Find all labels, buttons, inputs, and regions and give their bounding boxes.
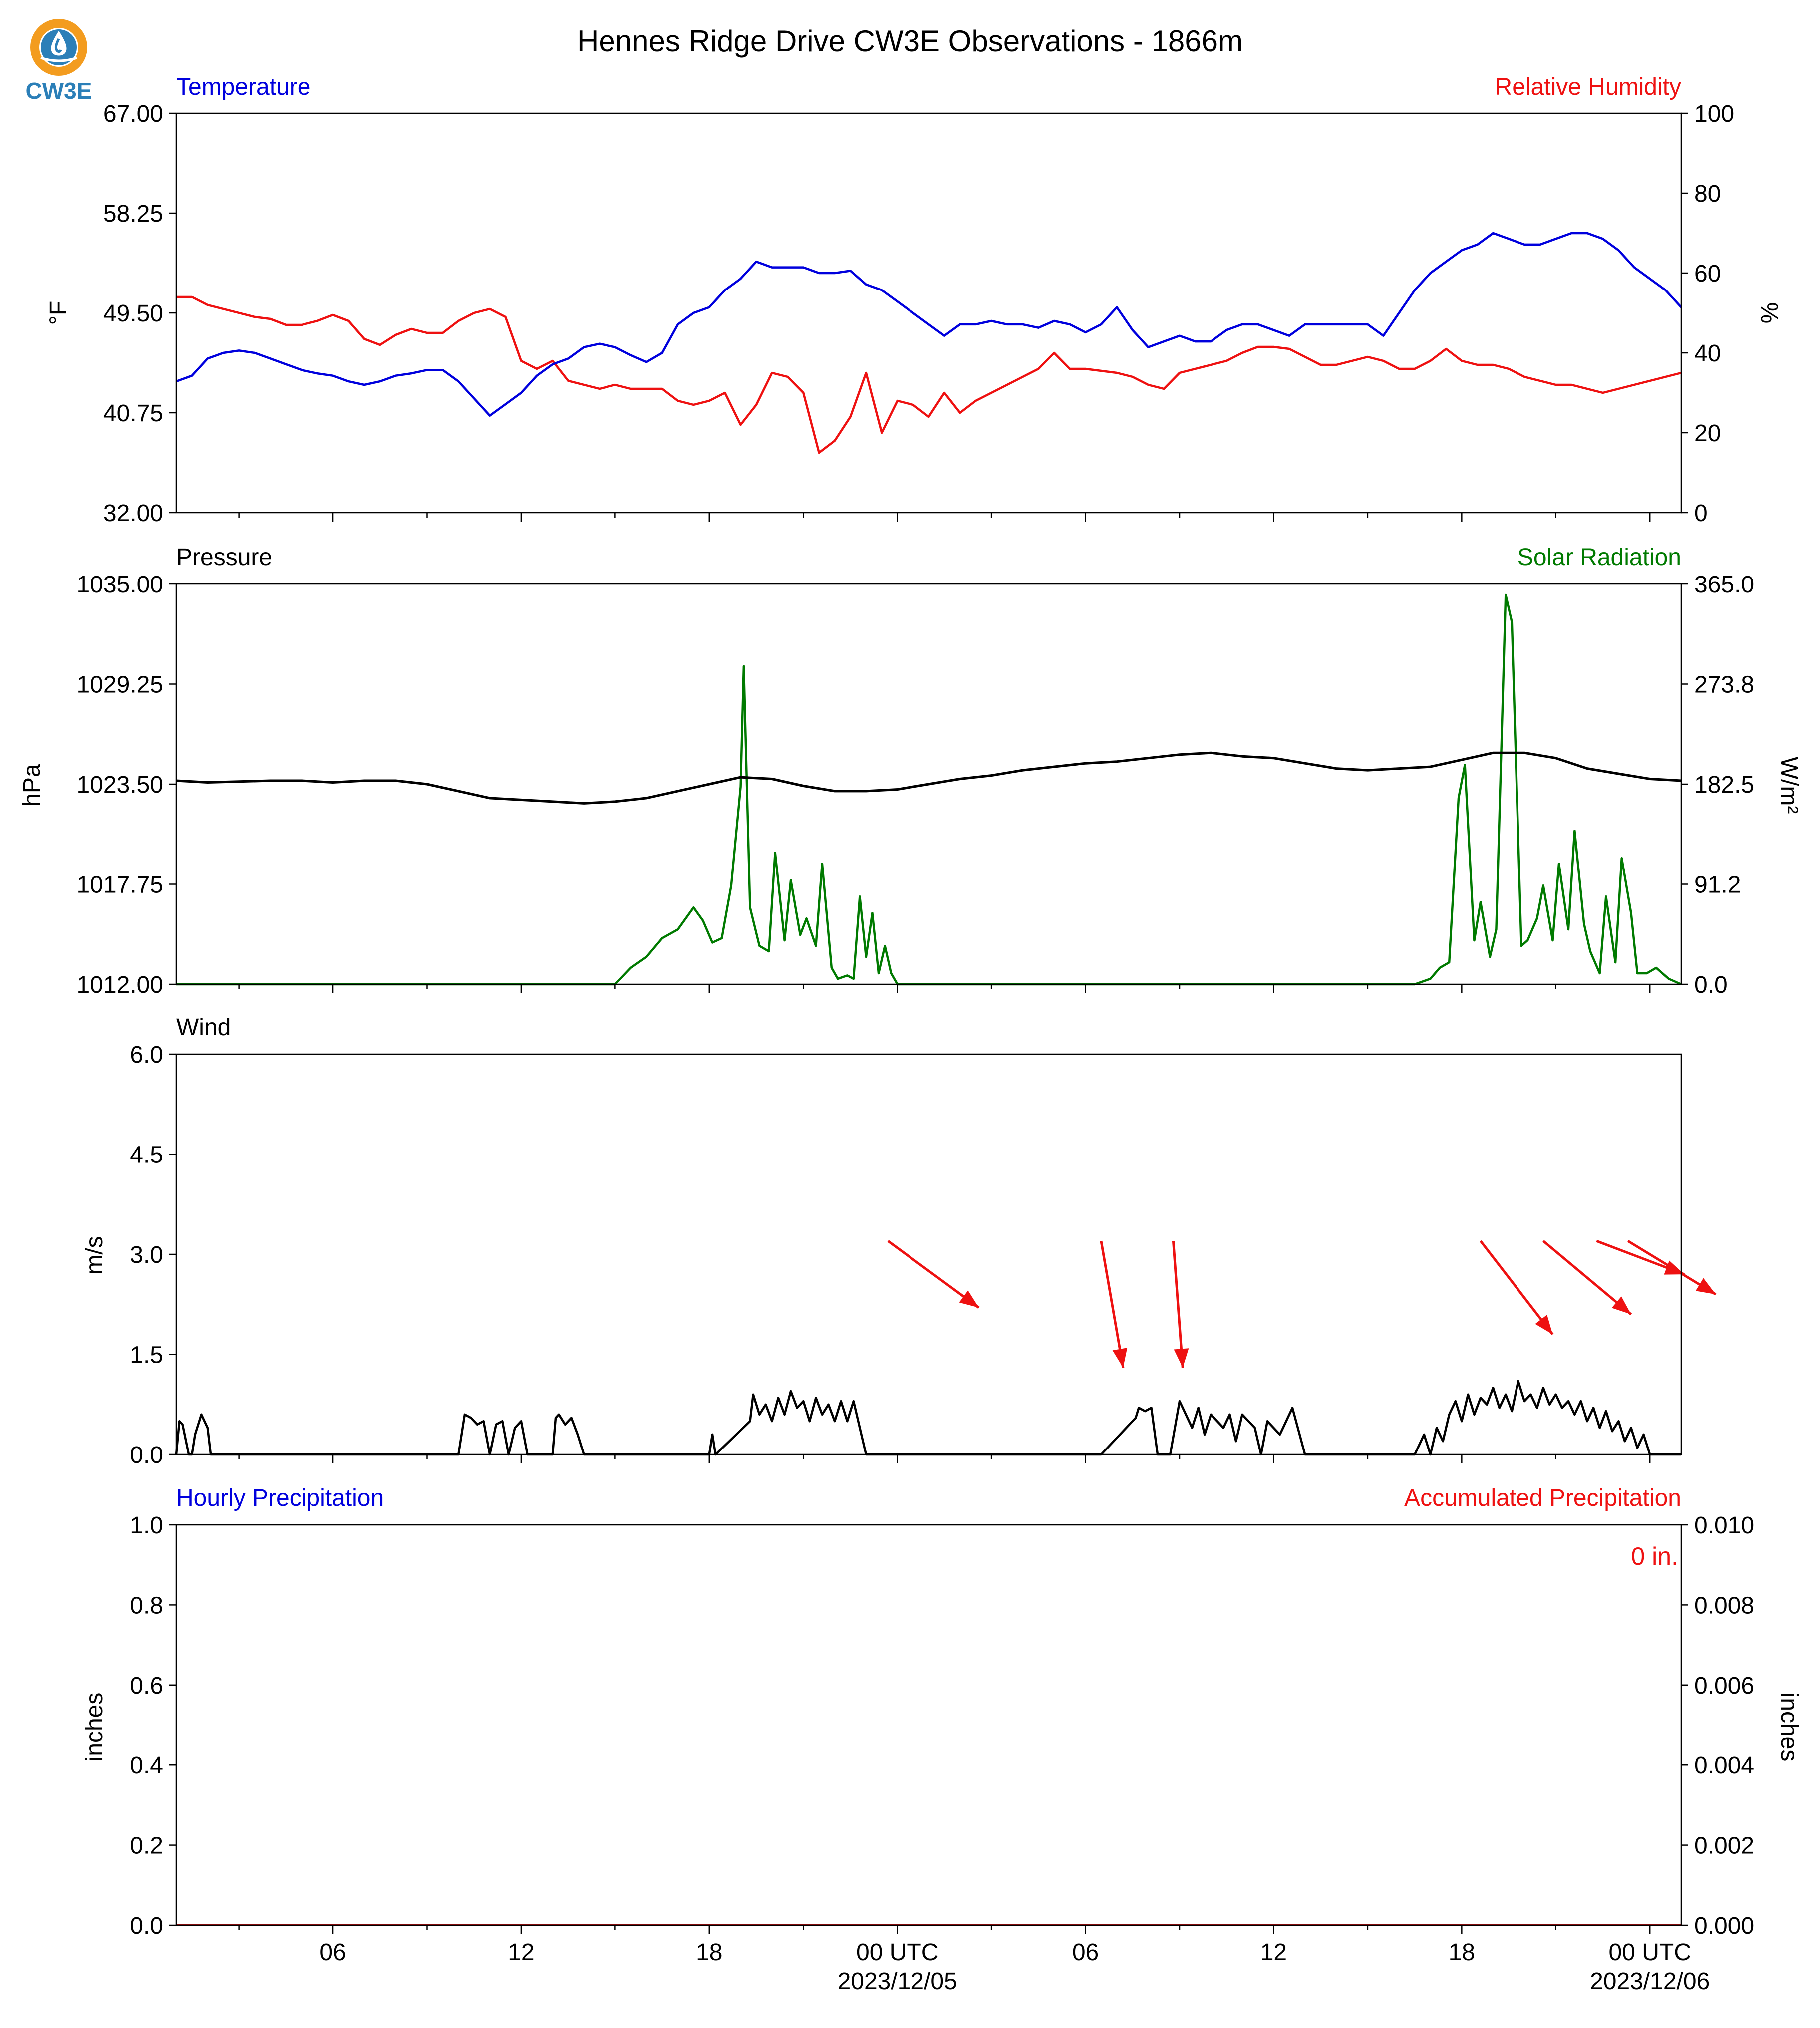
- y-tick-label: 182.5: [1694, 772, 1754, 798]
- temperature-series-line: [176, 232, 1682, 417]
- y-tick-label: 0.2: [130, 1833, 163, 1859]
- accum-precip-total: 0 in.: [1631, 1542, 1678, 1570]
- figure-title: Hennes Ridge Drive CW3E Observations - 1…: [577, 24, 1243, 58]
- pressure-panel: Pressure Solar Radiation 1035.001029.251…: [19, 544, 1802, 998]
- x-tick-label: 18: [1449, 1939, 1475, 1966]
- precipitation-panel: Hourly Precipitation Accumulated Precipi…: [81, 1485, 1802, 1995]
- y-tick-label: 273.8: [1694, 672, 1754, 698]
- pressure-plot-frame: [175, 583, 1682, 985]
- precipitation-plot-frame: [175, 1524, 1682, 1926]
- wind-direction-arrow: [1100, 1240, 1128, 1368]
- wind-direction-arrow: [887, 1240, 980, 1309]
- y-tick-label: 1.0: [130, 1512, 163, 1539]
- y-tick-label: 1023.50: [76, 772, 163, 798]
- y-tick-label: 0.0: [130, 1442, 163, 1468]
- wind-y-label: m/s: [81, 1236, 108, 1274]
- accum-precip-title: Accumulated Precipitation: [1404, 1485, 1681, 1511]
- y-tick-label: 49.50: [103, 300, 163, 327]
- wind-direction-arrow: [1627, 1240, 1717, 1296]
- temperature-plot-frame: [175, 112, 1682, 514]
- humidity-title: Relative Humidity: [1495, 74, 1681, 100]
- temperature-x-ticks: [238, 513, 1651, 522]
- y-tick-label: 0.000: [1694, 1913, 1754, 1939]
- logo-text: CW3E: [26, 78, 92, 104]
- x-tick-label: 12: [1260, 1939, 1287, 1966]
- x-tick-label: 18: [696, 1939, 722, 1966]
- pressure-series-line: [176, 751, 1682, 805]
- x-tick-label: 06: [319, 1939, 346, 1966]
- pressure-title: Pressure: [176, 544, 272, 571]
- hourly-precip-y-label: inches: [81, 1693, 108, 1762]
- y-tick-label: 6.0: [130, 1042, 163, 1068]
- wind-y-ticks: 6.0 4.5 3.0 1.5 0.0: [130, 1042, 176, 1468]
- wind-direction-arrow: [1480, 1240, 1554, 1335]
- temperature-title: Temperature: [176, 74, 310, 100]
- x-tick-label: 06: [1072, 1939, 1099, 1966]
- pressure-x-ticks: [238, 984, 1651, 993]
- y-tick-label: 0.4: [130, 1752, 163, 1779]
- y-tick-label: 0.004: [1694, 1752, 1754, 1779]
- y-tick-label: 4.5: [130, 1142, 163, 1168]
- temperature-y-ticks: 67.00 58.25 49.50 40.75 32.00: [103, 101, 176, 527]
- humidity-y-label: %: [1756, 302, 1782, 324]
- precipitation-x-ticks: [238, 1925, 1651, 1934]
- hourly-precip-y-ticks: 1.0 0.8 0.6 0.4 0.2 0.0: [130, 1512, 176, 1939]
- y-tick-label: 0.010: [1694, 1512, 1754, 1539]
- solar-y-ticks: 365.0 273.8 182.5 91.2 0.0: [1681, 572, 1754, 998]
- x-tick-label: 00 UTC: [1609, 1939, 1691, 1966]
- x-date-label: 2023/12/05: [838, 1968, 957, 1995]
- humidity-series-line: [176, 295, 1682, 454]
- y-tick-label: 1017.75: [76, 872, 163, 898]
- wind-speed-series-line: [175, 1380, 1681, 1456]
- y-tick-label: 0.6: [130, 1673, 163, 1699]
- y-tick-label: 60: [1694, 261, 1721, 287]
- temperature-y-label: °F: [45, 301, 72, 325]
- x-date-label: 2023/12/06: [1590, 1968, 1710, 1995]
- wind-direction-arrow: [1172, 1241, 1189, 1368]
- wind-direction-arrows: [887, 1239, 1717, 1368]
- solar-title: Solar Radiation: [1517, 544, 1681, 571]
- y-tick-label: 1.5: [130, 1342, 163, 1369]
- humidity-y-ticks: 100 80 60 40 20 0: [1681, 101, 1734, 527]
- y-tick-label: 67.00: [103, 101, 163, 127]
- y-tick-label: 40: [1694, 340, 1721, 367]
- y-tick-label: 91.2: [1694, 872, 1741, 898]
- accum-precip-y-ticks: 0.010 0.008 0.006 0.004 0.002 0.000: [1681, 1512, 1754, 1939]
- accum-precip-y-label: inches: [1776, 1693, 1802, 1762]
- pressure-y-label: hPa: [19, 764, 45, 807]
- y-tick-label: 0.8: [130, 1592, 163, 1619]
- wind-plot-frame: [175, 1053, 1682, 1455]
- temperature-panel: Temperature Relative Humidity 67.00 58.25…: [45, 74, 1782, 527]
- x-tick-label: 00 UTC: [856, 1939, 938, 1966]
- y-tick-label: 32.00: [103, 500, 163, 527]
- hourly-precip-title: Hourly Precipitation: [176, 1485, 384, 1511]
- y-tick-label: 0.008: [1694, 1592, 1754, 1619]
- y-tick-label: 0.002: [1694, 1833, 1754, 1859]
- x-tick-label: 12: [508, 1939, 534, 1966]
- y-tick-label: 1029.25: [76, 672, 163, 698]
- wind-x-ticks: [238, 1454, 1651, 1463]
- y-tick-label: 0.006: [1694, 1673, 1754, 1699]
- y-tick-label: 365.0: [1694, 572, 1754, 598]
- y-tick-label: 0.0: [1694, 972, 1728, 998]
- y-tick-label: 1012.00: [76, 972, 163, 998]
- y-tick-label: 40.75: [103, 400, 163, 427]
- wind-direction-arrow: [1542, 1240, 1632, 1316]
- water-drop-logo-icon: [30, 19, 87, 76]
- y-tick-label: 0: [1694, 500, 1708, 527]
- y-tick-label: 58.25: [103, 201, 163, 227]
- y-tick-label: 0.0: [130, 1913, 163, 1939]
- y-tick-label: 100: [1694, 101, 1734, 127]
- y-tick-label: 1035.00: [76, 572, 163, 598]
- pressure-y-ticks: 1035.00 1029.25 1023.50 1017.75 1012.00: [76, 572, 176, 998]
- y-tick-label: 20: [1694, 420, 1721, 447]
- wind-panel: Wind 6.0 4.5 3.0 1.5 0.0 m/s: [81, 1014, 1717, 1468]
- wind-title: Wind: [176, 1014, 231, 1041]
- solar-y-label: W/m²: [1776, 757, 1802, 814]
- y-tick-label: 80: [1694, 181, 1721, 207]
- y-tick-label: 3.0: [130, 1242, 163, 1268]
